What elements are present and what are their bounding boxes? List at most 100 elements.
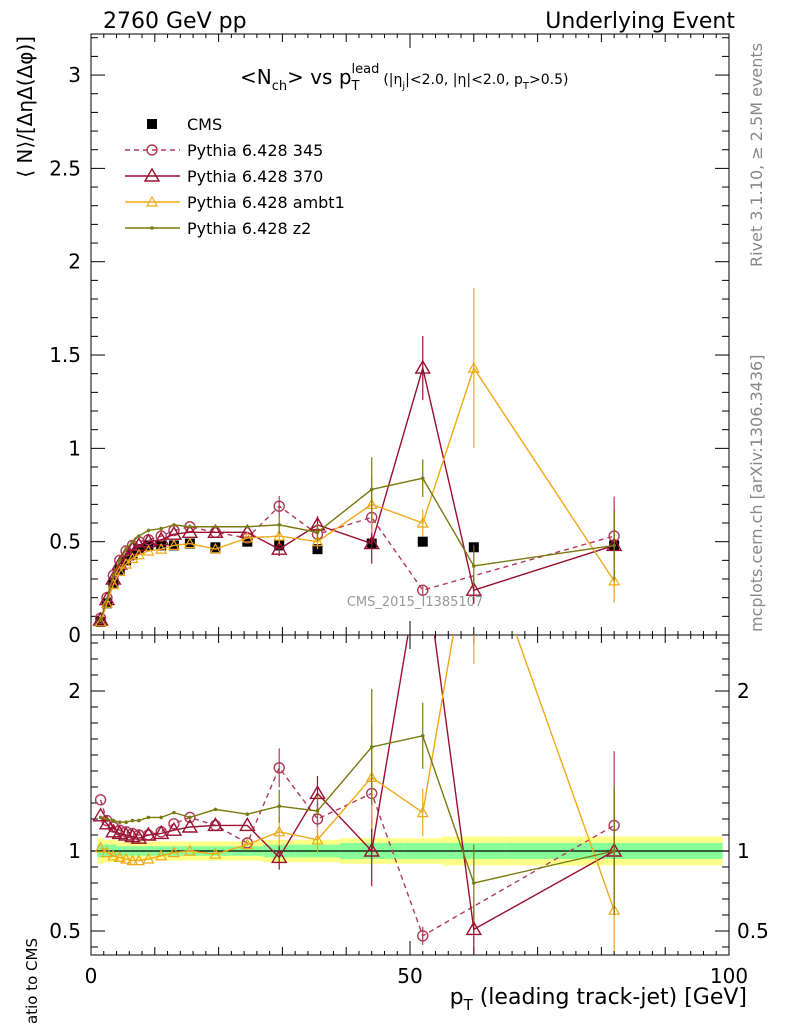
legend-label: CMS: [187, 115, 222, 134]
legend-item: Pythia 6.428 370: [125, 167, 323, 186]
p370-point: [270, 540, 288, 555]
z2-point: [111, 573, 116, 578]
ratio-y-tick-label: 0.5: [49, 919, 81, 943]
ratio-y-tick-label-right: 2: [737, 679, 750, 703]
ambt1-point: [120, 557, 133, 569]
ambt1-point: [416, 516, 429, 528]
y-tick-label: 2: [68, 250, 81, 274]
y-tick-label: 0: [68, 623, 81, 647]
ratio-y-tick-label: 1: [68, 839, 81, 863]
z2-point: [130, 818, 135, 823]
z2-point: [117, 820, 122, 824]
y-tick-label: 3: [68, 63, 81, 87]
p370-point: [143, 167, 161, 182]
p345-point: [273, 762, 285, 774]
z2-point: [369, 487, 374, 492]
z2-point: [137, 818, 141, 823]
main-y-axis-title: ⟨ N⟩/[ΔηΔ(Δφ)]: [13, 36, 37, 178]
legend-label: Pythia 6.428 ambt1: [187, 193, 345, 212]
x-tick-label: 50: [397, 964, 422, 988]
ratio-y-tick-label: 2: [68, 679, 81, 703]
series-line: [99, 365, 615, 621]
z2-point: [188, 815, 192, 820]
legend-label: Pythia 6.428 z2: [187, 219, 311, 238]
z2-point: [105, 817, 109, 821]
p370-point: [140, 826, 157, 841]
ambt1-point: [142, 852, 155, 864]
z2-point: [213, 807, 218, 812]
z2-point: [612, 543, 616, 548]
series-3: [94, 288, 621, 627]
p370-point: [98, 815, 116, 830]
ambt1-point: [608, 574, 621, 586]
z2-point: [111, 818, 116, 823]
z2-point: [472, 564, 476, 568]
p345-point: [417, 930, 429, 942]
main-panel: 0 0.5 1 1.5 2 2.5 3: [49, 33, 730, 647]
legend-item: CMS: [147, 115, 222, 134]
p370-point: [181, 818, 199, 833]
collision-label: 2760 GeV pp: [103, 9, 247, 34]
ratio-series-layer: [92, 635, 623, 954]
y-tick-label: 0.5: [49, 530, 81, 554]
z2-point: [277, 804, 282, 808]
series-0: [95, 536, 620, 627]
p370-point: [363, 842, 380, 857]
ambt1-point: [167, 846, 180, 858]
ambt1-point: [120, 852, 133, 864]
p370-point: [465, 921, 483, 936]
z2-point: [117, 558, 122, 563]
z2-point: [213, 524, 218, 529]
ambt1-point: [107, 849, 120, 861]
legend-label: Pythia 6.428 370: [187, 167, 323, 186]
p370-point: [207, 817, 224, 832]
p370-point: [165, 821, 183, 836]
p345-point: [155, 530, 167, 542]
z2-point: [98, 618, 103, 622]
cms-point: [147, 119, 157, 129]
mcplots-label: mcplots.cern.ch [arXiv:1306.3436]: [747, 355, 766, 632]
p370-point: [92, 611, 109, 626]
x-axis-title: pT (leading track-jet) [GeV]: [450, 985, 747, 1014]
z2-point: [146, 815, 151, 820]
ambt1-point: [467, 361, 480, 373]
cms-point: [108, 577, 119, 588]
z2-point: [369, 745, 374, 749]
z2-point: [420, 734, 425, 738]
ambt1-point: [132, 854, 145, 866]
cms-point: [417, 536, 428, 547]
legend-item: Pythia 6.428 345: [125, 141, 323, 160]
legend: CMS Pythia 6.428 345 Pythia 6.428 370 Pythi…: [125, 115, 345, 238]
legend-label: Pythia 6.428 345: [187, 141, 323, 160]
z2-point: [137, 534, 141, 538]
ambt1-point: [100, 597, 113, 608]
ambt1-point: [209, 542, 222, 554]
ambt1-point: [132, 548, 145, 560]
ambt1-point: [113, 565, 126, 577]
ambt1-point: [311, 833, 324, 845]
ambt1-point: [145, 195, 159, 207]
ratio-y-tick-label-right: 0.5: [737, 919, 769, 943]
p370-point: [465, 581, 483, 596]
p370-point: [92, 807, 109, 822]
ratio-series-1: [92, 635, 623, 954]
y-tick-label: 1.5: [49, 343, 81, 367]
y-tick-label: 1: [68, 436, 81, 460]
ambt1-point: [241, 531, 254, 543]
z2-point: [124, 820, 128, 824]
ratio-series-3: [98, 688, 616, 922]
p345-point: [273, 500, 285, 512]
ambt1-point: [142, 544, 155, 556]
z2-point: [420, 476, 425, 481]
ambt1-point: [241, 838, 254, 850]
plot-title: <Nch> vs pTlead(|ηj|<2.0, |η|<2.0, pT>0.…: [240, 62, 568, 94]
p370-point: [152, 825, 170, 840]
cms-point: [210, 542, 221, 553]
ratio-y-tick-label-right: 1: [737, 839, 750, 863]
ambt1-point: [126, 552, 139, 564]
ambt1-point: [416, 806, 429, 818]
ambt1-point: [155, 542, 168, 554]
z2-point: [98, 815, 103, 820]
p370-point: [207, 523, 224, 539]
z2-point: [159, 815, 163, 820]
